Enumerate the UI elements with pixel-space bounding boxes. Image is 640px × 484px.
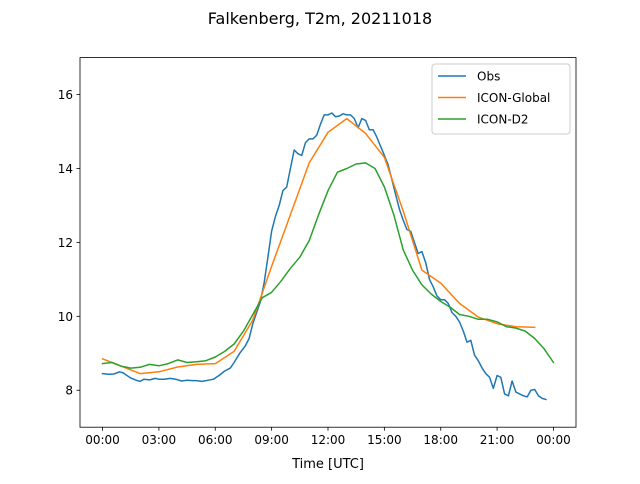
legend: Obs ICON-Global ICON-D2 <box>431 63 571 135</box>
series-line-icon-d2 <box>101 162 555 369</box>
y-tick-label: 16 <box>58 88 73 102</box>
y-tick-label: 14 <box>58 162 73 176</box>
y-tick-label: 12 <box>58 236 73 250</box>
x-tick-label: 09:00 <box>254 433 289 447</box>
legend-label-obs: Obs <box>477 70 500 84</box>
x-tick-label: 03:00 <box>142 433 177 447</box>
axis-ticks: 00:00 03:00 06:00 09:00 12:00 15:00 18:00 21:00… <box>58 88 571 447</box>
legend-label-icon-global: ICON-Global <box>477 91 550 105</box>
plot-area <box>101 112 555 401</box>
series-line-icon-global <box>101 117 536 375</box>
x-tick-label: 00:00 <box>85 433 120 447</box>
x-tick-label: 21:00 <box>480 433 515 447</box>
series-line-obs <box>101 112 547 401</box>
x-tick-label: 12:00 <box>311 433 346 447</box>
y-tick-label: 8 <box>65 384 73 398</box>
x-tick-label: 00:00 <box>536 433 571 447</box>
x-tick-label: 06:00 <box>198 433 233 447</box>
x-tick-label: 18:00 <box>423 433 458 447</box>
chart-title: Falkenberg, T2m, 20211018 <box>208 9 432 28</box>
y-tick-label: 10 <box>58 310 73 324</box>
legend-box <box>431 63 571 135</box>
x-axis-label: Time [UTC] <box>291 457 364 472</box>
x-tick-label: 15:00 <box>367 433 402 447</box>
legend-label-icon-d2: ICON-D2 <box>477 113 529 127</box>
